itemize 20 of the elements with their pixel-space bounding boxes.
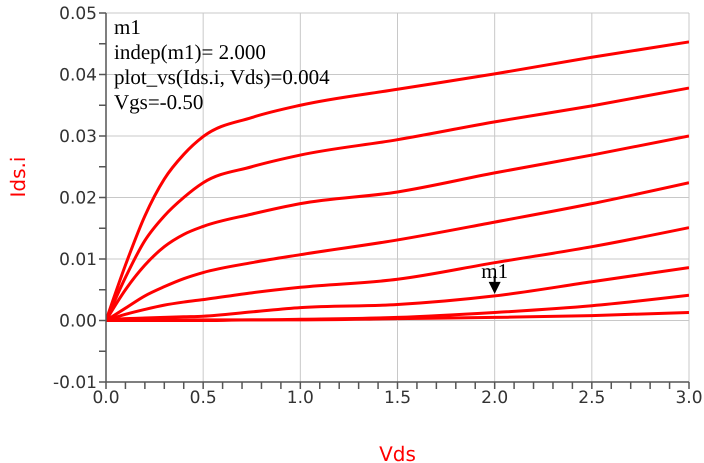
annotation: m1 — [114, 15, 142, 40]
y-tick-label: 0.02 — [59, 188, 97, 209]
annotation: plot_vs(Ids.i, Vds)=0.004 — [114, 65, 330, 90]
x-tick-label: 0.5 — [190, 388, 217, 408]
y-tick-label: 0.01 — [59, 250, 97, 270]
x-tick-label: 3.0 — [675, 388, 703, 408]
x-tick-label: 2.5 — [578, 388, 606, 408]
y-tick-label: 0.05 — [59, 4, 97, 24]
y-tick-label: 0.03 — [59, 127, 97, 148]
y-axis-title: Ids.i — [6, 156, 30, 198]
x-tick-label: 0.0 — [92, 388, 120, 408]
x-tick-label: 1.5 — [384, 388, 412, 408]
x-tick-label: 2.0 — [481, 388, 508, 408]
y-tick-label: 0.04 — [59, 66, 97, 86]
x-axis-title: Vds — [379, 442, 416, 463]
x-tick-label: 1.0 — [286, 388, 314, 408]
y-tick-label: 0.00 — [59, 312, 97, 332]
annotation: indep(m1)= 2.000 — [114, 40, 267, 65]
annotation: m1 — [481, 258, 508, 283]
annotation: Vgs=-0.50 — [114, 90, 204, 115]
